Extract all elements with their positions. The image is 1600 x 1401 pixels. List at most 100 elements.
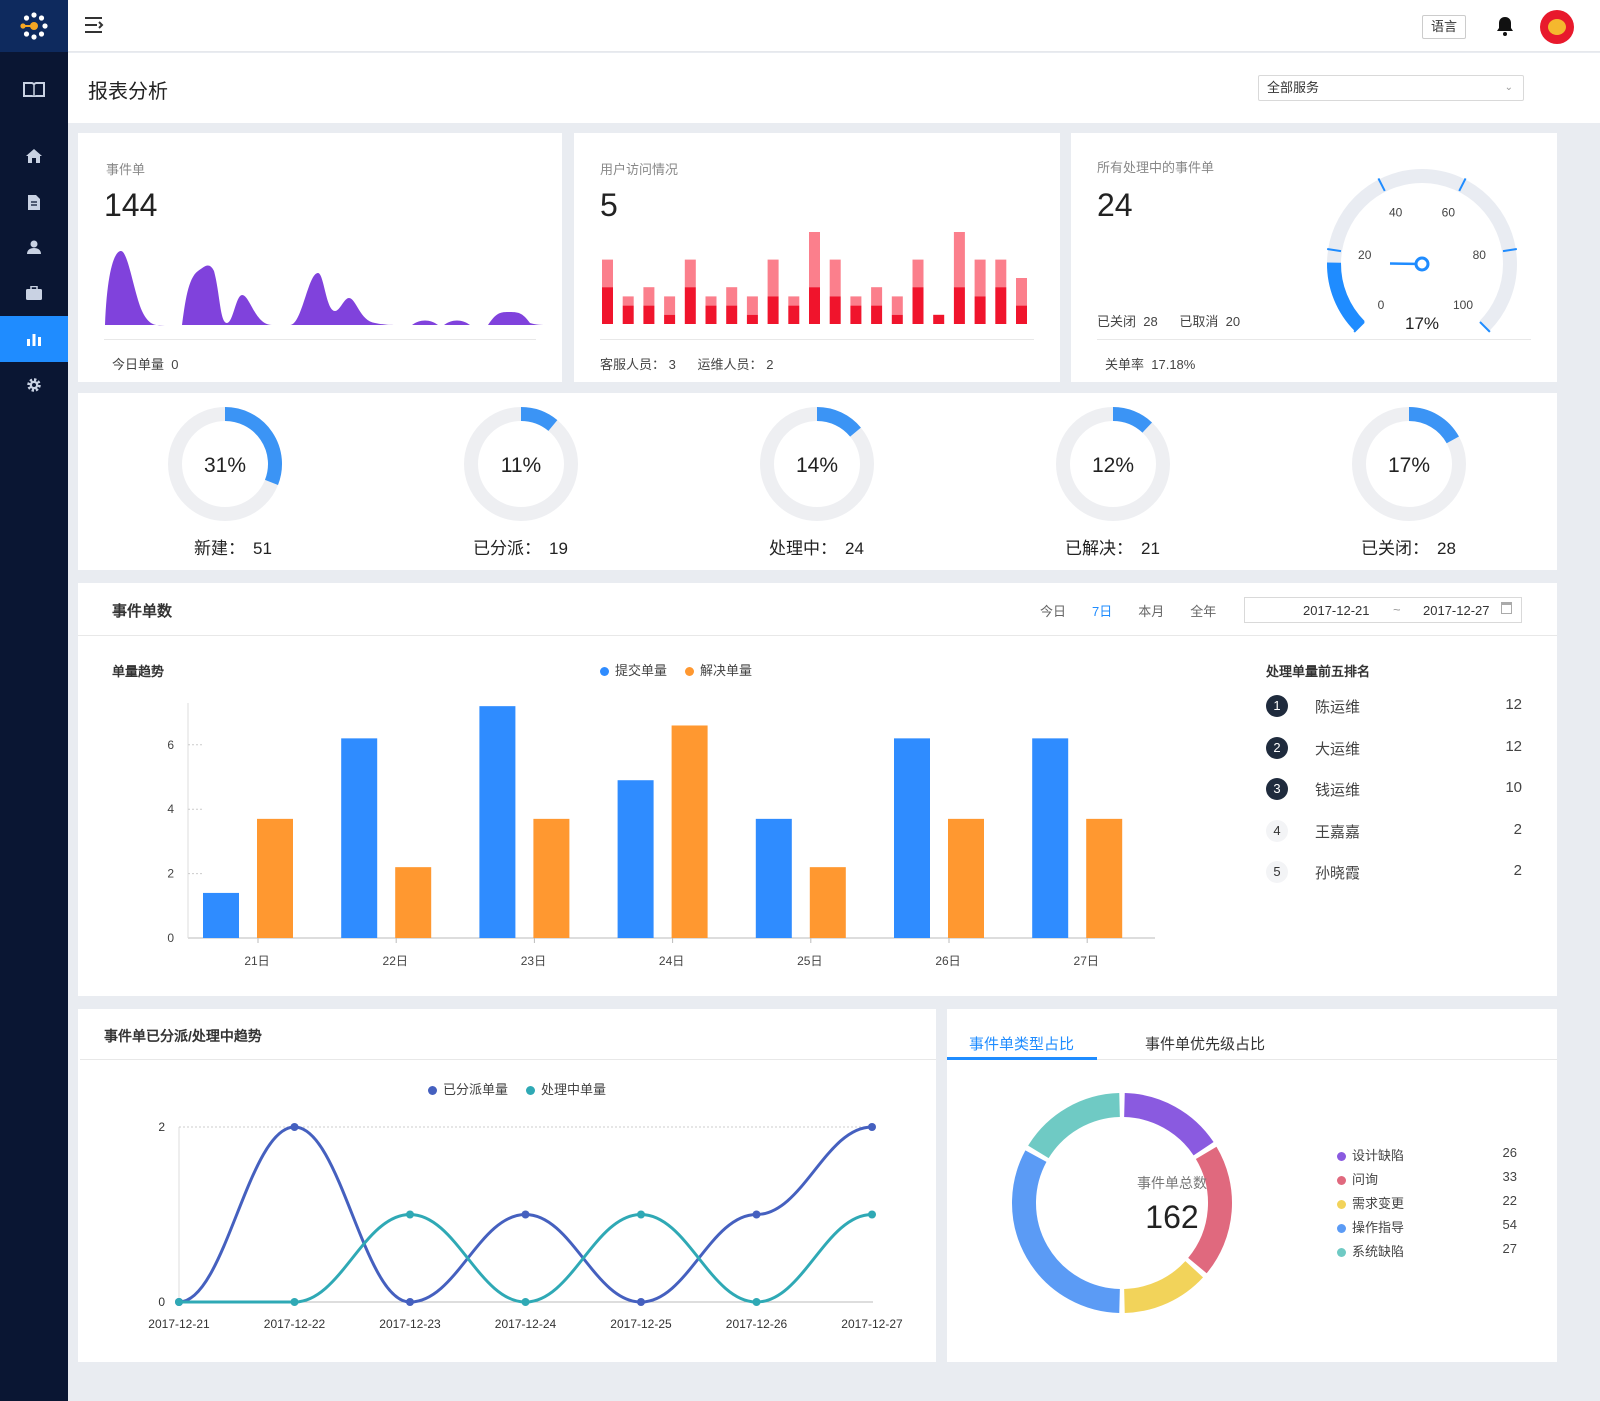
date-from[interactable]: 2017-12-21 (1303, 603, 1370, 618)
visit-bar-light (974, 259, 986, 297)
status-rings: 31% 新建： 51 11% 已分派： 19 14% 处理中： 24 12% 已解决： 21 17% 已关… (168, 407, 1466, 558)
bar-chart-legend: 提交单量 解决单量 (600, 660, 770, 679)
legend-item[interactable]: 操作指导 54 (1337, 1217, 1517, 1241)
x-tick-label: 22日 (383, 954, 408, 968)
bar-resolved (1086, 818, 1123, 938)
visit-bar-light (705, 296, 717, 306)
service-select-value: 全部服务 (1267, 80, 1320, 95)
visit-bar-dark (850, 305, 862, 324)
tab-priority-share[interactable]: 事件单优先级占比 (1145, 1036, 1266, 1053)
tab-type-share[interactable]: 事件单类型占比 (969, 1036, 1075, 1053)
visit-bar-dark (643, 305, 655, 324)
range-tab-0[interactable]: 今日 (1040, 604, 1067, 619)
processing-value: 24 (1097, 187, 1133, 223)
ranking-row: 2 大运维 12 (1266, 736, 1522, 779)
visit-bar-light (767, 259, 779, 297)
book-icon (23, 82, 45, 97)
legend-item[interactable]: 已分派单量 (428, 1082, 508, 1097)
legend-dot-icon (685, 667, 695, 677)
range-tab-3[interactable]: 全年 (1190, 604, 1217, 619)
sidebar-item-document[interactable] (0, 179, 68, 225)
bar-submitted (203, 892, 239, 938)
bar-chart: 0 2 4 6 21日 22日 23日 24日 25日 26日 27日 (167, 702, 1155, 968)
visit-bar-light (622, 296, 634, 306)
x-tick-label: 26日 (935, 954, 960, 968)
bar-submitted (755, 818, 792, 938)
document-icon (28, 194, 40, 210)
donut-slice (1123, 1093, 1214, 1156)
donut-center-label: 事件单总数 (1137, 1175, 1207, 1191)
ring-status-name: 已分派： (473, 539, 541, 558)
gauge-tick (1377, 178, 1386, 192)
line-chart: 0 2 2017-12-21 2017-12-22 2017-12-23 2017-12-… (148, 1120, 903, 1331)
visits-bar-chart (602, 232, 1027, 324)
calendar-icon[interactable] (1501, 602, 1512, 614)
legend-item[interactable]: 处理中单量 (526, 1082, 606, 1097)
legend-item[interactable]: 解决单量 (685, 663, 752, 678)
x-tick-label: 2017-12-26 (726, 1317, 788, 1331)
legend-item[interactable]: 问询 33 (1337, 1169, 1517, 1193)
visit-bar-dark (809, 287, 820, 324)
visit-bar-dark (953, 287, 965, 324)
gauge-tick-label: 80 (1473, 248, 1487, 262)
line-point (406, 1210, 414, 1219)
ops-value: 2 (766, 357, 774, 372)
logo-icon (20, 12, 48, 40)
gauge-tick-label: 20 (1358, 248, 1372, 262)
ring-progress (520, 407, 558, 432)
date-range-picker[interactable]: 2017-12-21 ~ 2017-12-27 (1244, 597, 1522, 623)
ring-percent: 17% (1388, 454, 1430, 477)
ring-progress (224, 407, 282, 485)
visit-bar-dark (871, 305, 883, 324)
service-select[interactable]: 全部服务 ⌄ (1258, 75, 1524, 101)
visit-bar-dark (891, 314, 903, 324)
bar-submitted (479, 706, 516, 938)
sidebar-item-manual[interactable] (0, 66, 68, 112)
avatar[interactable] (1540, 10, 1574, 44)
sidebar-item-home[interactable] (0, 133, 68, 179)
sidebar-item-briefcase[interactable] (0, 270, 68, 316)
language-button[interactable]: 语言 (1422, 15, 1466, 39)
visit-bar-dark (746, 314, 758, 324)
rank-name: 王嘉嘉 (1315, 823, 1361, 841)
x-tick-label: 2017-12-23 (379, 1317, 441, 1331)
ops-label: 运维人员： (697, 357, 763, 372)
cs-label: 客服人员： (600, 357, 666, 372)
legend-value: 26 (1502, 1145, 1517, 1160)
divider (1097, 339, 1531, 340)
range-tab-1[interactable]: 7日 (1092, 604, 1113, 619)
visit-bar-dark (622, 305, 634, 324)
x-tick-label: 25日 (797, 954, 822, 968)
line-point (637, 1210, 645, 1219)
x-tick-label: 23日 (521, 954, 546, 968)
bar-submitted (894, 738, 930, 938)
visits-title: 用户访问情况 (600, 162, 679, 177)
bar-chart-icon (27, 333, 41, 346)
legend-item[interactable]: 提交单量 (600, 663, 667, 678)
bar-resolved (395, 867, 432, 938)
date-to[interactable]: 2017-12-27 (1423, 603, 1490, 618)
legend-item[interactable]: 系统缺陷 27 (1337, 1241, 1517, 1265)
legend-value: 54 (1502, 1217, 1517, 1232)
bar-submitted (341, 738, 378, 938)
rate-value: 17.18% (1151, 357, 1196, 372)
logo[interactable] (0, 0, 68, 52)
bell-icon[interactable] (1496, 16, 1514, 41)
legend-item[interactable]: 设计缺陷 26 (1337, 1145, 1517, 1169)
ring-percent: 12% (1092, 454, 1134, 477)
sidebar-item-user[interactable] (0, 224, 68, 270)
rate-label: 关单率 (1105, 357, 1145, 372)
sidebar-item-settings[interactable] (0, 362, 68, 408)
tickets-card: 事件单 144 今日单量 0 (78, 133, 562, 382)
ranking-row: 1 陈运维 12 (1266, 695, 1522, 737)
y-tick-label: 0 (158, 1295, 165, 1309)
sidebar-item-report[interactable] (0, 316, 68, 362)
range-tab-2[interactable]: 本月 (1138, 604, 1165, 619)
gauge-tick (1479, 321, 1491, 333)
gear-icon (27, 378, 41, 392)
gauge-fill (1327, 262, 1365, 332)
menu-toggle-icon[interactable] (84, 16, 104, 39)
legend-item[interactable]: 需求变更 22 (1337, 1193, 1517, 1217)
ranking-row: 5 孙晓霞 2 (1266, 861, 1522, 903)
legend-value: 33 (1502, 1169, 1517, 1184)
